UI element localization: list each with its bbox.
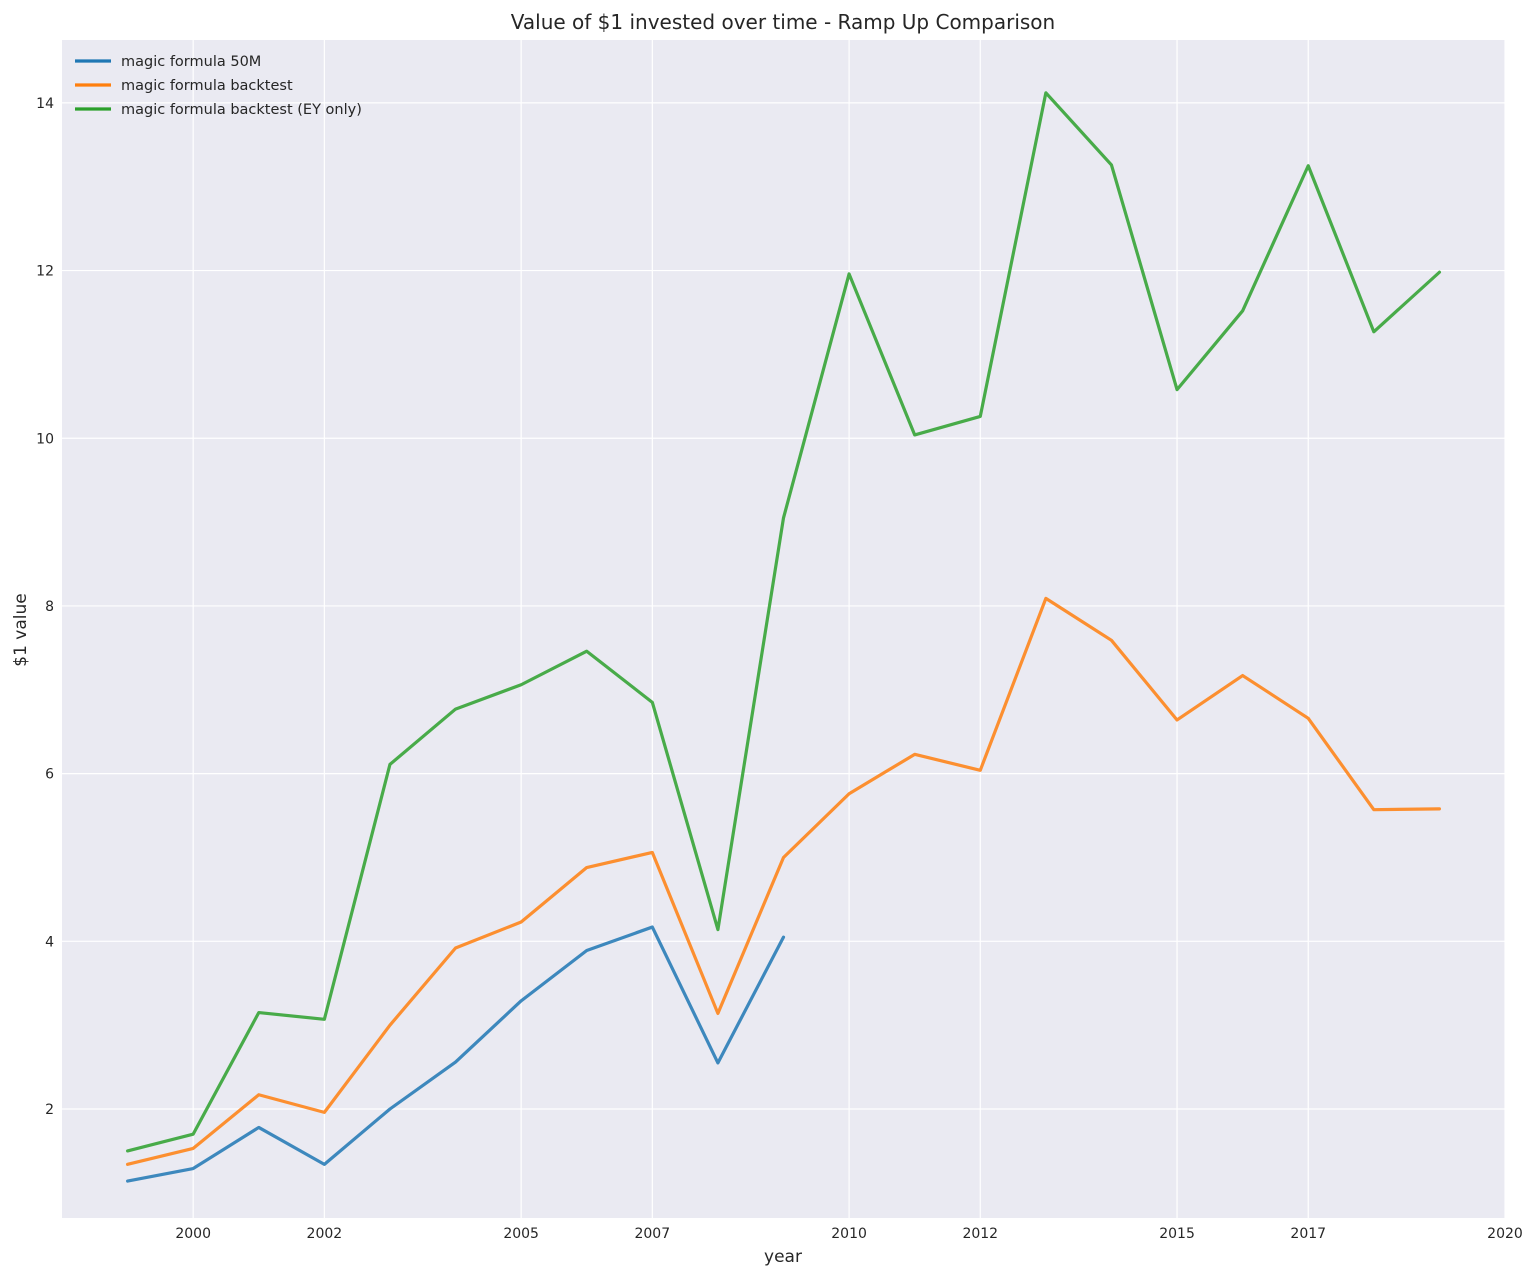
legend: magic formula 50M magic formula backtest m…: [75, 54, 362, 118]
x-tick-label: 2010: [831, 1226, 867, 1242]
series-line-0: [125, 925, 786, 1183]
y-axis-label: $1 value: [11, 593, 31, 666]
chart-title: Value of $1 invested over time - Ramp Up…: [511, 10, 1055, 34]
y-tick-label: 14: [36, 96, 54, 112]
series-line-2: [125, 91, 1442, 1153]
y-tick-label: 10: [36, 431, 54, 447]
x-tick-label: 2002: [307, 1226, 343, 1242]
legend-label: magic formula 50M: [121, 54, 261, 70]
x-tick-label: 2012: [962, 1226, 998, 1242]
x-tick-label: 2000: [175, 1226, 211, 1242]
x-tick-label: 2015: [1159, 1226, 1195, 1242]
y-tick-label: 2: [45, 1102, 54, 1118]
x-tick-label: 2007: [634, 1226, 670, 1242]
x-tick-label: 2020: [1487, 1226, 1523, 1242]
y-tick-label: 12: [36, 264, 54, 280]
x-axis-label: year: [764, 1247, 802, 1267]
plot-area: [62, 40, 1505, 1218]
series-line-1: [125, 596, 1442, 1166]
x-tick-label: 2017: [1290, 1226, 1326, 1242]
series-lines: [125, 91, 1442, 1183]
y-tick-label: 4: [45, 934, 54, 950]
grid-lines: [62, 40, 1506, 1218]
legend-label: magic formula backtest: [121, 78, 293, 94]
y-tick-label: 6: [45, 767, 54, 783]
x-tick-label: 2005: [503, 1226, 539, 1242]
legend-label: magic formula backtest (EY only): [121, 102, 362, 118]
y-tick-label: 8: [45, 599, 54, 615]
axis-ticks: 2000 2002 2005 2007 2010 2012 2015 2017 2020 2 4 6 8…: [36, 96, 1523, 1242]
